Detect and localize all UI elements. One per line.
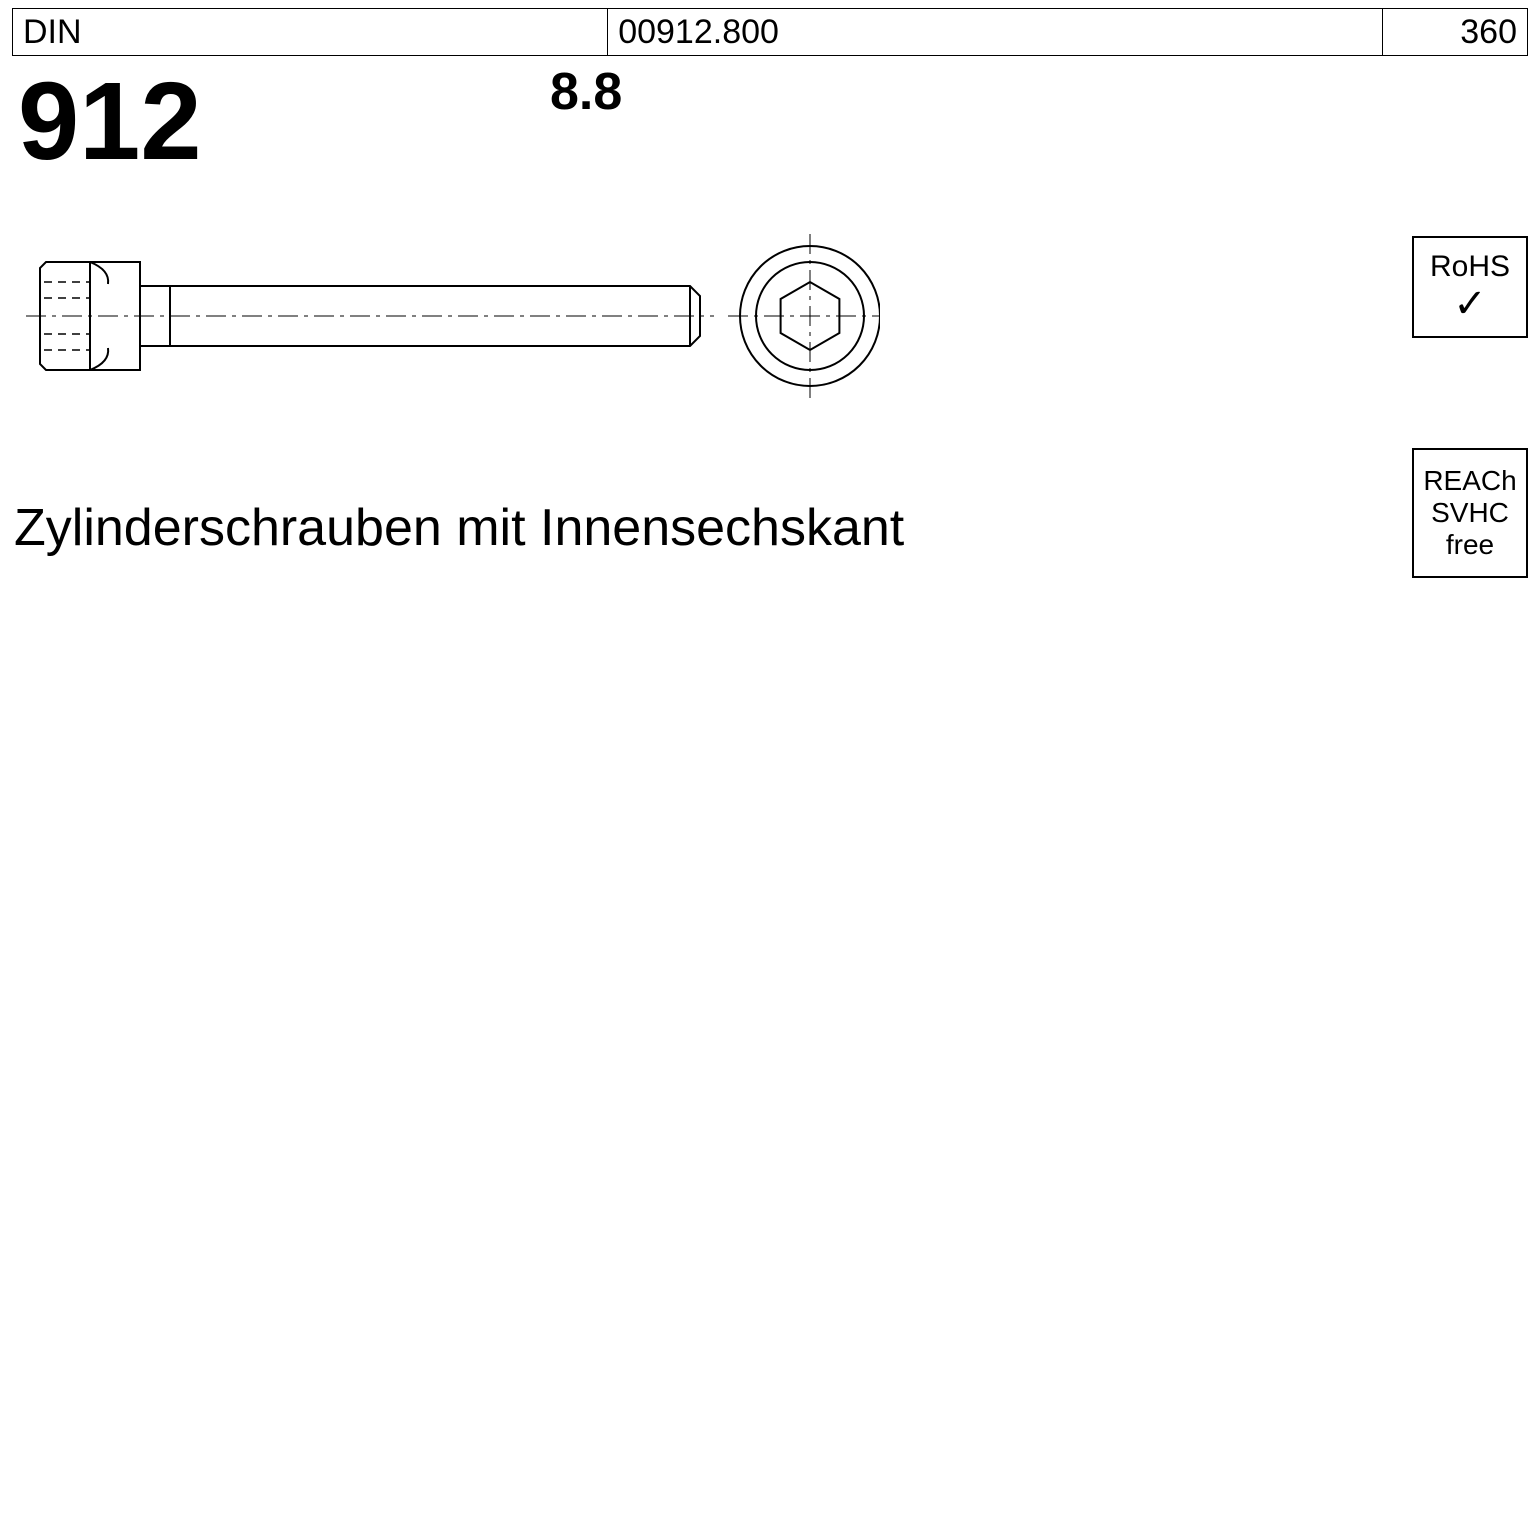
header-cell-2: 360 (1383, 9, 1527, 55)
check-icon: ✓ (1453, 284, 1487, 324)
header-cell-1: 00912.800 (608, 9, 1383, 55)
strength-grade: 8.8 (550, 62, 622, 122)
product-title: Zylinderschrauben mit Innensechskant (14, 498, 904, 558)
rohs-badge: RoHS ✓ (1412, 236, 1528, 338)
technical-drawing (20, 232, 880, 400)
reach-badge: REAChSVHCfree (1412, 448, 1528, 578)
reach-line-2: free (1446, 529, 1494, 561)
rohs-label: RoHS (1430, 250, 1510, 285)
reach-line-0: REACh (1423, 465, 1516, 497)
reach-line-1: SVHC (1431, 497, 1509, 529)
standard-number: 912 (18, 58, 202, 185)
datasheet: DIN00912.800360 912 8.8 Zylinderschraube… (0, 0, 1536, 700)
header-row: DIN00912.800360 (12, 8, 1528, 56)
header-cell-0: DIN (13, 9, 608, 55)
